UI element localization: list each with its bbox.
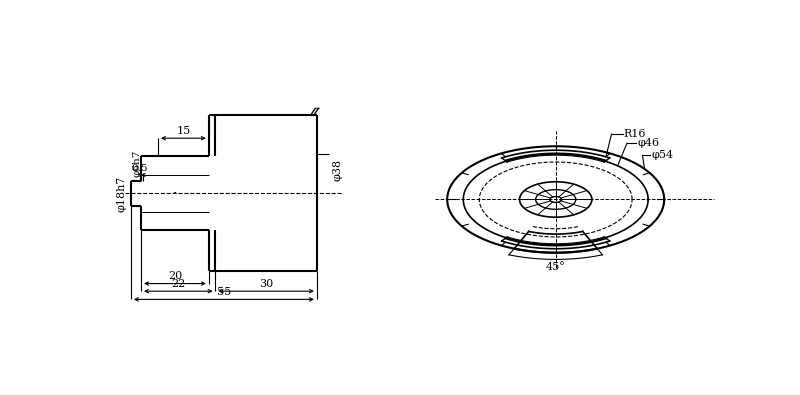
- Text: 0.5: 0.5: [132, 164, 148, 173]
- Text: φ18h7: φ18h7: [116, 175, 126, 212]
- Text: φ6h7: φ6h7: [133, 149, 142, 177]
- Text: 22: 22: [171, 279, 186, 289]
- Text: 15: 15: [176, 126, 190, 136]
- Text: φ38: φ38: [332, 159, 342, 181]
- Text: φ46: φ46: [638, 138, 660, 148]
- Text: 45°: 45°: [546, 262, 566, 273]
- Text: 30: 30: [259, 279, 274, 289]
- Text: φ54: φ54: [651, 150, 674, 160]
- Text: 20: 20: [168, 271, 182, 281]
- Text: R16: R16: [624, 129, 646, 139]
- Text: 55: 55: [217, 287, 231, 297]
